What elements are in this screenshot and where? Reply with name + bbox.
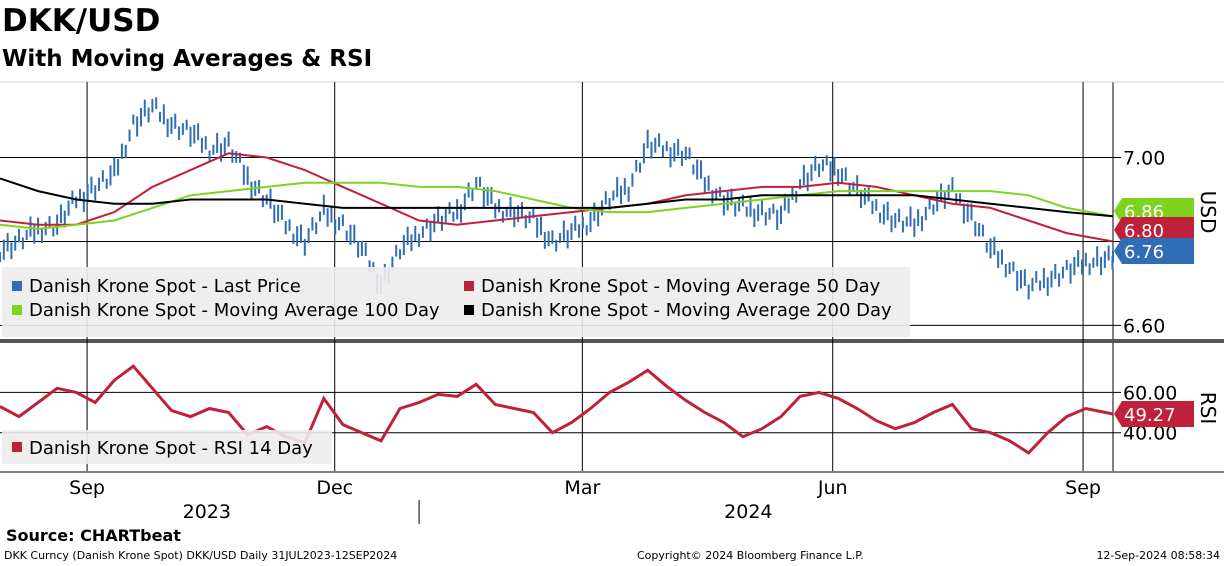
moving-average-series (0, 152, 1114, 243)
source-note: Source: CHARTbeat (6, 526, 181, 545)
price-legend-box (2, 267, 910, 337)
last-tag-rsi-label: 49.27 (1124, 405, 1176, 426)
footer-copyright: Copyright© 2024 Bloomberg Finance L.P. (637, 549, 864, 562)
price-unit-label: USD (1196, 191, 1220, 234)
panel-divider (0, 339, 1224, 343)
last-tag-rsi-bg (1114, 401, 1194, 428)
chart-canvas: Danish Krone Spot - Last Price Danish Kro… (0, 81, 1224, 524)
legend-label-price: Danish Krone Spot - Last Price (29, 276, 301, 297)
price-ytick-label: 7.00 (1123, 148, 1165, 170)
legends: Danish Krone Spot - Last Price Danish Kro… (2, 267, 910, 464)
legend-swatch-ma200 (464, 305, 474, 315)
series-line-ma100 (0, 181, 1114, 230)
footer-security: DKK Curncy (Danish Krone Spot) DKK/USD D… (4, 549, 398, 562)
year-label: 2023 (183, 501, 231, 523)
legend-label-rsi: Danish Krone Spot - RSI 14 Day (29, 438, 313, 459)
legend-label-ma50: Danish Krone Spot - Moving Average 50 Da… (481, 276, 881, 297)
legend-swatch-price (12, 281, 22, 291)
legend-swatch-rsi (12, 442, 22, 452)
last-tag-price-bg (1114, 238, 1194, 264)
xtick-label: Mar (564, 477, 600, 499)
legend-label-ma200: Danish Krone Spot - Moving Average 200 D… (481, 300, 892, 321)
xtick-label: Sep (69, 477, 105, 499)
rsi-ytick-label: 40.00 (1123, 423, 1177, 445)
series-line-ma200 (0, 177, 1114, 218)
chart-subtitle: With Moving Averages & RSI (2, 46, 373, 72)
rsi-unit-label: RSI (1196, 392, 1220, 425)
rsi-series (0, 364, 1114, 455)
xtick-label: Sep (1065, 477, 1101, 499)
rsi-ytick-label: 60.00 (1123, 382, 1177, 404)
xtick-label: Jun (817, 477, 848, 499)
year-label: 2024 (724, 501, 772, 523)
legend-swatch-ma50 (464, 281, 474, 291)
legend-swatch-ma100 (12, 305, 22, 315)
legend-label-ma100: Danish Krone Spot - Moving Average 100 D… (29, 300, 440, 321)
price-ytick-label: 6.60 (1123, 315, 1165, 337)
axes: 7.00 6.60 60.00 40.00 Sep Dec Mar Jun Sep 2023 202… (69, 148, 1220, 524)
series-line-ma50 (0, 152, 1114, 243)
last-tag-ma50-label: 6.80 (1124, 221, 1164, 242)
chart-frame (0, 81, 1224, 473)
footer-timestamp: 12-Sep-2024 08:58:34 (1096, 549, 1220, 562)
series-line-rsi (0, 364, 1114, 455)
last-tag-ma50-bg (1114, 217, 1194, 243)
rsi-legend-box (2, 430, 332, 464)
chart-title: DKK/USD (2, 3, 161, 39)
xtick-label: Dec (316, 477, 353, 499)
last-tag-price-label: 6.76 (1124, 242, 1164, 263)
